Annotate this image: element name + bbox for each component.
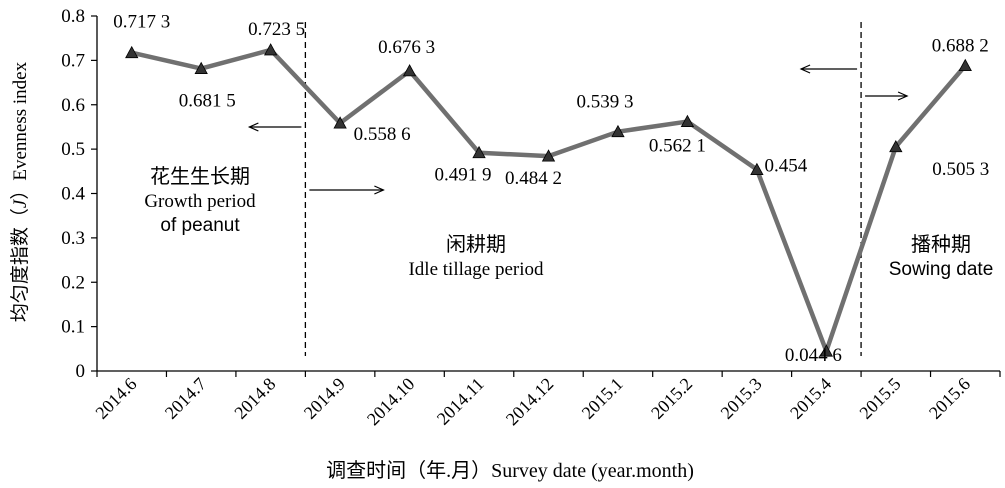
period-label-line: Idle tillage period xyxy=(408,259,544,280)
data-point-marker xyxy=(541,149,556,162)
data-point-marker xyxy=(680,114,695,127)
data-label: 0.558 6 xyxy=(354,124,411,145)
x-tick-label: 2014.12 xyxy=(502,374,558,430)
data-label: 0.491 9 xyxy=(435,165,492,186)
period-label-line: Growth period xyxy=(144,191,256,212)
data-label: 0.681 5 xyxy=(179,91,236,112)
x-axis-title: 调查时间（年.月）Survey date (year.month) xyxy=(326,459,694,482)
data-label: 0.505 3 xyxy=(932,159,989,180)
x-tick-label: 2014.8 xyxy=(230,374,279,423)
data-label: 0.562 1 xyxy=(649,136,706,157)
direction-arrow xyxy=(309,185,385,195)
x-tick-label: 2014.9 xyxy=(300,374,349,423)
x-tick-labels: 2014.6 2014.7 2014.8 2014.9 2014.10 2014.11 20… xyxy=(91,371,1001,430)
data-point-marker xyxy=(611,124,625,138)
y-axis-title-suffix: ）Evenness index xyxy=(9,61,31,199)
data-labels: 0.717 3 0.681 5 0.723 5 0.558 6 0.676 3 0.491… xyxy=(113,12,989,367)
y-tick-label: 0.5 xyxy=(61,139,85,160)
data-point-marker xyxy=(125,45,139,59)
data-point-marker xyxy=(333,116,347,129)
data-point-marker xyxy=(819,344,834,357)
x-tick-label: 2014.7 xyxy=(161,374,210,423)
x-tick-label: 2015.3 xyxy=(717,374,766,423)
data-point-marker xyxy=(750,162,764,175)
x-tick-label: 2014.11 xyxy=(433,374,488,429)
data-label: 0.688 2 xyxy=(932,36,989,57)
data-label: 0.717 3 xyxy=(113,12,170,33)
period-label-line: 闲耕期 xyxy=(446,233,506,256)
period-label-line: 花生生长期 xyxy=(150,165,250,188)
data-label: 0.044 6 xyxy=(785,345,842,366)
x-tick-label: 2014.6 xyxy=(91,374,140,423)
data-label: 0.539 3 xyxy=(576,92,633,113)
x-tick-label: 2015.2 xyxy=(647,374,696,423)
data-label: 0.723 5 xyxy=(248,19,305,40)
y-tick-label: 0.4 xyxy=(61,184,85,205)
y-tick-label: 0.2 xyxy=(61,272,85,293)
y-tick-label: 0.7 xyxy=(61,50,85,71)
period-labels: 花生生长期 Growth period of peanut 闲耕期 Idle tilla… xyxy=(144,165,993,280)
data-point-marker xyxy=(263,43,278,56)
x-tick-label: 2014.10 xyxy=(363,374,419,430)
y-tick-label: 0 xyxy=(76,361,86,382)
data-label: 0.484 2 xyxy=(505,168,562,189)
data-points xyxy=(125,43,972,357)
data-series xyxy=(131,47,967,354)
x-tick-label: 2015.5 xyxy=(855,374,904,423)
data-point-marker xyxy=(194,61,208,74)
x-tick-label: 2015.6 xyxy=(925,374,974,423)
period-label-line: Sowing date xyxy=(889,259,994,280)
y-tick-label: 0.1 xyxy=(61,317,85,338)
y-axis-title-prefix: 均匀度指数（ xyxy=(9,208,31,322)
series-line xyxy=(131,47,967,354)
direction-arrow xyxy=(247,122,302,132)
y-axis-title: 均匀度指数（J）Evenness index xyxy=(9,61,31,322)
data-point-marker xyxy=(402,64,417,77)
period-label-line: 播种期 xyxy=(911,233,971,256)
data-label: 0.454 xyxy=(765,156,808,177)
y-tick-label: 0.3 xyxy=(61,228,85,249)
data-label: 0.676 3 xyxy=(378,37,435,58)
period-boundaries xyxy=(304,22,862,356)
y-tick-label: 0.6 xyxy=(61,95,85,116)
data-point-marker xyxy=(958,58,972,72)
data-point-marker xyxy=(472,145,486,159)
x-tick-label: 2015.1 xyxy=(578,374,627,423)
period-arrows xyxy=(247,64,909,195)
y-axis-title-j: J xyxy=(10,198,31,208)
data-point-marker xyxy=(889,139,903,153)
x-tick-label: 2015.4 xyxy=(786,374,835,423)
direction-arrow xyxy=(799,64,858,74)
y-tick-label: 0.8 xyxy=(61,6,85,27)
period-label-line: of peanut xyxy=(160,215,240,236)
direction-arrow xyxy=(865,91,909,101)
y-tick-labels: 0 0.1 0.2 0.3 0.4 0.5 0.6 0.7 0.8 xyxy=(61,6,97,382)
